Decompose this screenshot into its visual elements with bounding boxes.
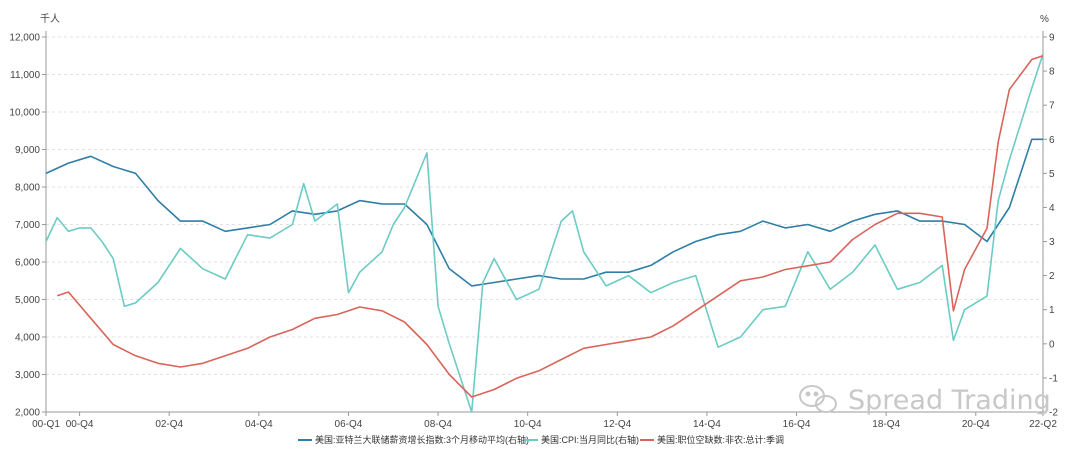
y-left-tick-label: 10,000 bbox=[9, 108, 40, 119]
x-tick-label: 04-Q4 bbox=[245, 419, 273, 430]
y-right-tick-label: 6 bbox=[1049, 135, 1055, 146]
y-left-tick-label: 9,000 bbox=[15, 145, 40, 156]
x-tick-label: 18-Q4 bbox=[872, 419, 900, 430]
y-right-tick-label: 0 bbox=[1049, 339, 1055, 350]
y-axis-left: 2,000 3,000 4,000 5,000 6,000 7,000 8,000 9,000… bbox=[9, 33, 46, 419]
y-right-tick-label: 5 bbox=[1049, 169, 1055, 180]
x-tick-label: 12-Q4 bbox=[603, 419, 631, 430]
series-line-2 bbox=[45, 53, 1044, 413]
x-tick-label: 00-Q4 bbox=[66, 419, 94, 430]
y-right-tick-label: -2 bbox=[1049, 408, 1058, 419]
x-tick-label: 10-Q4 bbox=[514, 419, 542, 430]
series-line-1 bbox=[45, 138, 1043, 287]
svg-text:Spread Trading: Spread Trading bbox=[848, 385, 1051, 416]
x-tick-label: 02-Q4 bbox=[155, 419, 183, 430]
y-left-tick-label: 12,000 bbox=[9, 33, 40, 44]
y-right-tick-label: 3 bbox=[1049, 237, 1055, 248]
y-right-tick-label: 1 bbox=[1049, 305, 1055, 316]
series-line-3 bbox=[56, 55, 1044, 398]
y-right-tick-label: 9 bbox=[1049, 33, 1055, 44]
y-left-tick-label: 3,000 bbox=[15, 370, 40, 381]
x-tick-label: 16-Q4 bbox=[783, 419, 811, 430]
y-left-tick-label: 7,000 bbox=[15, 220, 40, 231]
legend-label: 美国:亚特兰大联储薪资增长指数:3个月移动平均(右轴) bbox=[315, 434, 529, 445]
y-right-tick-label: 8 bbox=[1049, 67, 1055, 78]
x-tick-label: 00-Q1 bbox=[32, 419, 60, 430]
y-axis-right: -2 -1 0 1 2 3 4 5 6 7 8 9 bbox=[1043, 33, 1058, 419]
y-left-tick-label: 8,000 bbox=[15, 183, 40, 194]
y-left-tick-label: 2,000 bbox=[15, 408, 40, 419]
legend-label: 美国:CPI:当月同比(右轴) bbox=[541, 434, 639, 445]
y-left-tick-label: 4,000 bbox=[15, 333, 40, 344]
grid-layer bbox=[46, 36, 1043, 413]
legend: 美国:亚特兰大联储薪资增长指数:3个月移动平均(右轴) 美国:CPI:当月同比(右… bbox=[298, 434, 784, 445]
y-left-tick-label: 5,000 bbox=[15, 295, 40, 306]
series-layer bbox=[45, 53, 1044, 413]
y-right-tick-label: 7 bbox=[1049, 101, 1055, 112]
y-axis-left-unit: 千人 bbox=[40, 13, 60, 25]
wechat-icon bbox=[799, 385, 837, 413]
x-tick-label: 06-Q4 bbox=[335, 419, 363, 430]
y-left-tick-label: 11,000 bbox=[10, 70, 40, 81]
x-tick-label: 08-Q4 bbox=[424, 419, 452, 430]
y-right-tick-label: 2 bbox=[1049, 271, 1055, 282]
x-axis: 00-Q1 00-Q4 02-Q4 04-Q4 06-Q4 08-Q4 10-Q4 12-Q4… bbox=[32, 31, 1057, 430]
x-tick-label: 20-Q4 bbox=[962, 419, 990, 430]
x-tick-label: 22-Q2 bbox=[1029, 419, 1057, 430]
watermark: Spread Trading bbox=[799, 385, 1051, 416]
legend-label: 美国:职位空缺数:非农:总计:季调 bbox=[657, 434, 784, 445]
y-right-tick-label: 4 bbox=[1049, 203, 1055, 214]
y-left-tick-label: 6,000 bbox=[15, 258, 40, 269]
x-tick-label: 14-Q4 bbox=[693, 419, 721, 430]
y-axis-right-unit: % bbox=[1040, 14, 1049, 25]
y-right-tick-label: -1 bbox=[1049, 373, 1058, 384]
